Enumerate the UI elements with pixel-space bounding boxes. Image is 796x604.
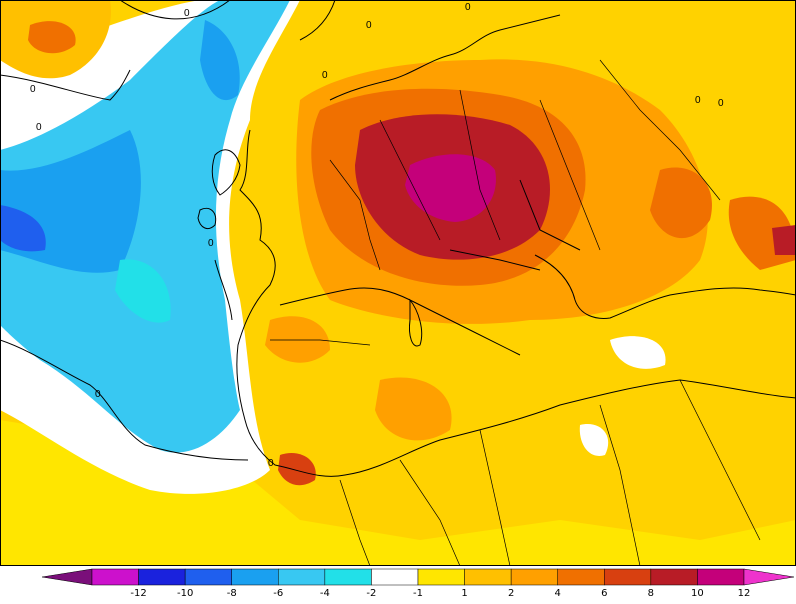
legend-swatch bbox=[510, 568, 558, 586]
legend-swatch bbox=[464, 568, 512, 586]
legend-swatch bbox=[278, 568, 326, 586]
color-legend bbox=[41, 568, 795, 586]
legend-label: -12 bbox=[130, 588, 147, 599]
legend-bar bbox=[41, 568, 795, 586]
contour-label: 0 bbox=[208, 238, 214, 249]
cold-anomaly-cyan bbox=[0, 0, 290, 453]
contour-label: 0 bbox=[695, 95, 701, 106]
coastlines bbox=[197, 0, 796, 477]
legend-swatch bbox=[697, 568, 745, 586]
legend-label: -6 bbox=[273, 588, 284, 599]
contour-label: 0 bbox=[36, 122, 42, 133]
legend-swatch bbox=[650, 568, 698, 586]
legend-label: 10 bbox=[691, 588, 704, 599]
legend-swatch bbox=[604, 568, 652, 586]
legend-swatch bbox=[184, 568, 232, 586]
legend-swatch bbox=[231, 568, 279, 586]
contour-label: 0 bbox=[465, 2, 471, 13]
legend-label: -10 bbox=[176, 588, 194, 599]
cold-anomaly-core bbox=[0, 205, 46, 252]
warm-core-north bbox=[28, 21, 76, 54]
neutral-patch-east-med bbox=[610, 336, 666, 369]
warm-patch-anatolia bbox=[650, 167, 712, 239]
legend-swatch bbox=[324, 568, 372, 586]
yellow-region-south bbox=[0, 420, 796, 566]
legend-label: -2 bbox=[366, 588, 377, 599]
legend-arrow-high bbox=[743, 568, 795, 586]
warm-patch-iberia bbox=[265, 316, 330, 363]
contour-label: 0 bbox=[268, 458, 274, 469]
contour-label: 0 bbox=[322, 70, 328, 81]
legend-label: 12 bbox=[737, 588, 751, 599]
legend-label: -1 bbox=[413, 588, 423, 599]
legend-label: 4 bbox=[554, 588, 561, 599]
legend-swatch bbox=[138, 568, 186, 586]
contour-label: 0 bbox=[184, 8, 190, 19]
temperature-anomaly-map: 0 0 0 0 0 0 0 0 0 0 0 bbox=[0, 0, 796, 566]
legend-label: -4 bbox=[319, 588, 330, 599]
legend-swatch bbox=[557, 568, 605, 586]
legend-swatch bbox=[91, 568, 139, 586]
legend-label: 2 bbox=[507, 588, 515, 599]
legend-label: -8 bbox=[226, 588, 237, 599]
contour-label: 0 bbox=[30, 84, 36, 95]
warm-patch-algeria bbox=[375, 377, 452, 441]
legend-label: 8 bbox=[647, 588, 655, 599]
legend-swatch bbox=[371, 568, 419, 586]
legend-label: 1 bbox=[461, 588, 468, 599]
cold-anomaly-north bbox=[200, 20, 240, 101]
country-borders bbox=[270, 59, 761, 566]
contour-label: 0 bbox=[718, 98, 724, 109]
legend-arrow-low bbox=[41, 568, 93, 586]
warm-anomaly-core bbox=[405, 154, 496, 222]
warm-patch-morocco bbox=[278, 452, 316, 486]
legend-label: 6 bbox=[601, 588, 608, 599]
contour-labels: 0 0 0 0 0 0 0 0 0 0 0 bbox=[30, 2, 724, 469]
contour-label: 0 bbox=[95, 389, 101, 400]
contour-label: 0 bbox=[366, 20, 372, 31]
legend-swatch bbox=[417, 568, 465, 586]
zero-contours bbox=[0, 0, 249, 461]
neutral-patch-egypt bbox=[579, 424, 609, 456]
cold-anomaly-inner bbox=[115, 259, 171, 323]
warm-core-east bbox=[772, 225, 796, 255]
